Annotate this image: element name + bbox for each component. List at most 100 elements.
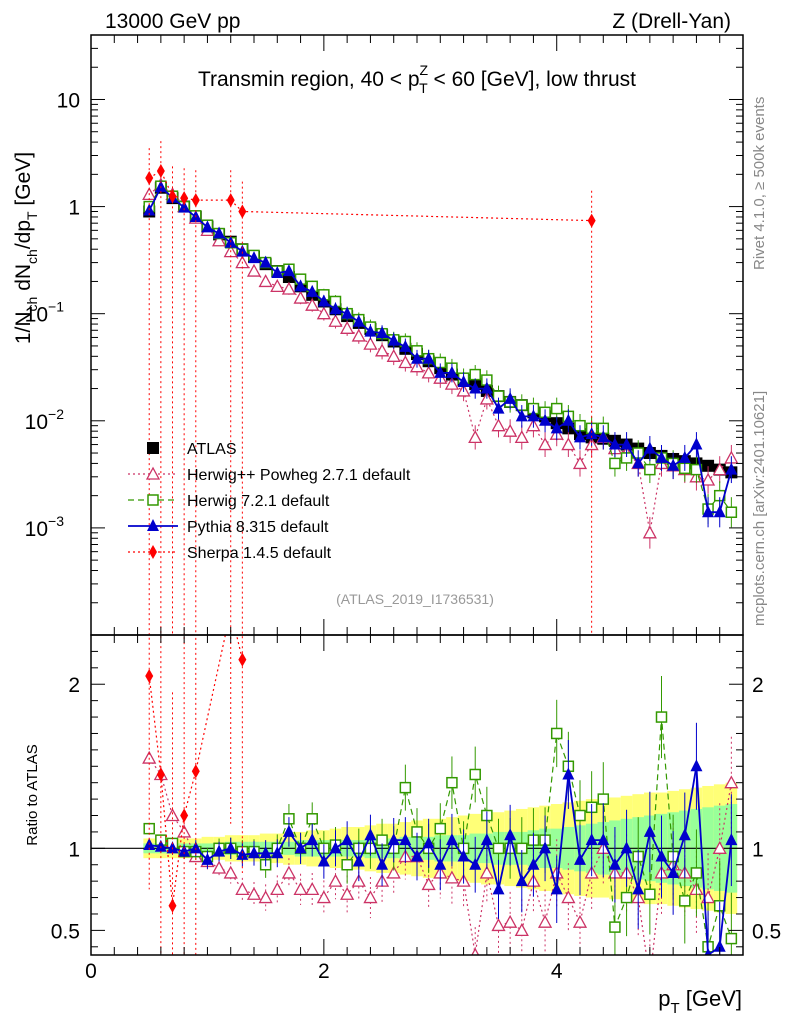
x-tick-label: 4	[551, 960, 563, 983]
data-point	[178, 200, 191, 213]
data-point	[271, 265, 284, 278]
data-point	[562, 413, 575, 426]
tick-exponent: −1	[48, 299, 64, 315]
series-line	[148, 170, 592, 222]
ratio-data-point	[376, 857, 389, 870]
ratio-data-point	[341, 833, 354, 846]
ratio-data-point	[180, 808, 189, 823]
ratio-data-point	[168, 898, 177, 913]
data-point	[725, 462, 738, 475]
data-point	[514, 430, 529, 444]
data-point	[491, 418, 506, 432]
data-point	[387, 333, 400, 346]
ratio-data-point	[725, 932, 738, 945]
ratio-data-point	[655, 711, 668, 723]
data-point	[145, 170, 154, 185]
ratio-y-tick-label: 1	[68, 838, 80, 861]
series-atlas	[143, 181, 738, 479]
ratio-data-point	[655, 849, 668, 862]
main-y-tick-label: 1	[68, 197, 80, 220]
ratio-data-point	[246, 886, 262, 900]
ratio-data-point	[643, 824, 656, 837]
ratio-data-point	[562, 767, 575, 780]
data-point	[492, 401, 505, 414]
ratio-data-point	[306, 833, 319, 846]
ratio-data-point	[386, 865, 401, 879]
ratio-data-point	[704, 948, 712, 955]
ratio-data-point	[248, 846, 260, 859]
ratio-data-point	[515, 874, 528, 887]
ratio-data-point	[177, 824, 192, 838]
ratio-data-point	[527, 857, 540, 870]
data-point	[608, 437, 621, 450]
data-point	[329, 302, 342, 315]
ratio-data-point	[597, 833, 610, 846]
ratio-data-point	[644, 974, 656, 985]
ratio-data-point	[191, 764, 200, 779]
ratio-data-point	[690, 759, 703, 772]
ratio-data-point	[434, 857, 447, 870]
ratio-data-point	[678, 828, 691, 841]
data-point	[226, 193, 235, 208]
ratio-y-tick-label: 2	[68, 674, 80, 697]
data-point	[620, 437, 633, 450]
ratio-data-point	[281, 865, 297, 879]
data-point	[527, 409, 540, 422]
ratio-data-point	[504, 828, 517, 841]
legend-item: Herwig 7.2.1 default	[128, 493, 330, 510]
ratio-data-point	[364, 828, 377, 841]
data-point	[248, 251, 260, 264]
ratio-data-point	[411, 849, 423, 862]
main-y-tick-label: 10−3	[25, 513, 65, 541]
ratio-data-point	[444, 870, 460, 884]
header-right-label: Z (Drell-Yan)	[612, 10, 731, 33]
ratio-data-point	[632, 882, 645, 895]
ratio-data-point	[679, 895, 691, 907]
data-point	[328, 313, 343, 327]
data-point	[191, 193, 200, 208]
ratio-data-point	[201, 852, 214, 865]
ratio-data-point	[305, 882, 320, 896]
data-point	[168, 189, 177, 204]
ratio-data-point	[712, 840, 727, 854]
ratio-data-point	[422, 836, 435, 849]
data-point	[700, 472, 716, 486]
main-y-tick-label: 10−2	[25, 406, 65, 434]
legend-marker	[149, 545, 157, 559]
data-point	[725, 506, 738, 518]
ratio-data-point	[644, 888, 656, 901]
ratio-data-point	[306, 813, 318, 825]
data-point	[363, 336, 378, 350]
tick-base: 10	[25, 518, 48, 541]
header-left-label: 13000 GeV pp	[105, 10, 240, 33]
ratio-data-point	[620, 841, 633, 854]
data-point	[317, 294, 330, 307]
data-point	[374, 343, 390, 357]
data-point	[316, 306, 331, 320]
ratio-data-point	[316, 890, 331, 904]
ratio-data-point	[690, 867, 703, 879]
tick-base: 10	[25, 304, 48, 327]
data-point	[258, 274, 273, 288]
data-point	[469, 368, 481, 381]
ratio-data-point	[223, 865, 238, 879]
data-point	[421, 365, 436, 379]
ratio-data-point	[514, 923, 529, 937]
data-point	[445, 365, 458, 378]
ratio-data-point	[620, 891, 633, 904]
ratio-data-point	[238, 652, 247, 667]
data-point	[609, 457, 621, 470]
ratio-data-point	[258, 890, 273, 904]
legend: ATLAS Herwig++ Powheg 2.7.1 default Herwig…	[128, 441, 411, 562]
tick-base: 10	[57, 89, 80, 112]
ratio-data-point	[271, 846, 284, 859]
ratio-data-point	[259, 846, 272, 859]
ratio-data-point	[224, 841, 237, 854]
ratio-data-point	[363, 890, 378, 904]
ratio-data-point	[178, 844, 191, 857]
ratio-data-point	[341, 858, 353, 871]
data-point	[340, 320, 355, 334]
ratio-data-point	[293, 882, 308, 896]
data-point	[154, 180, 167, 193]
